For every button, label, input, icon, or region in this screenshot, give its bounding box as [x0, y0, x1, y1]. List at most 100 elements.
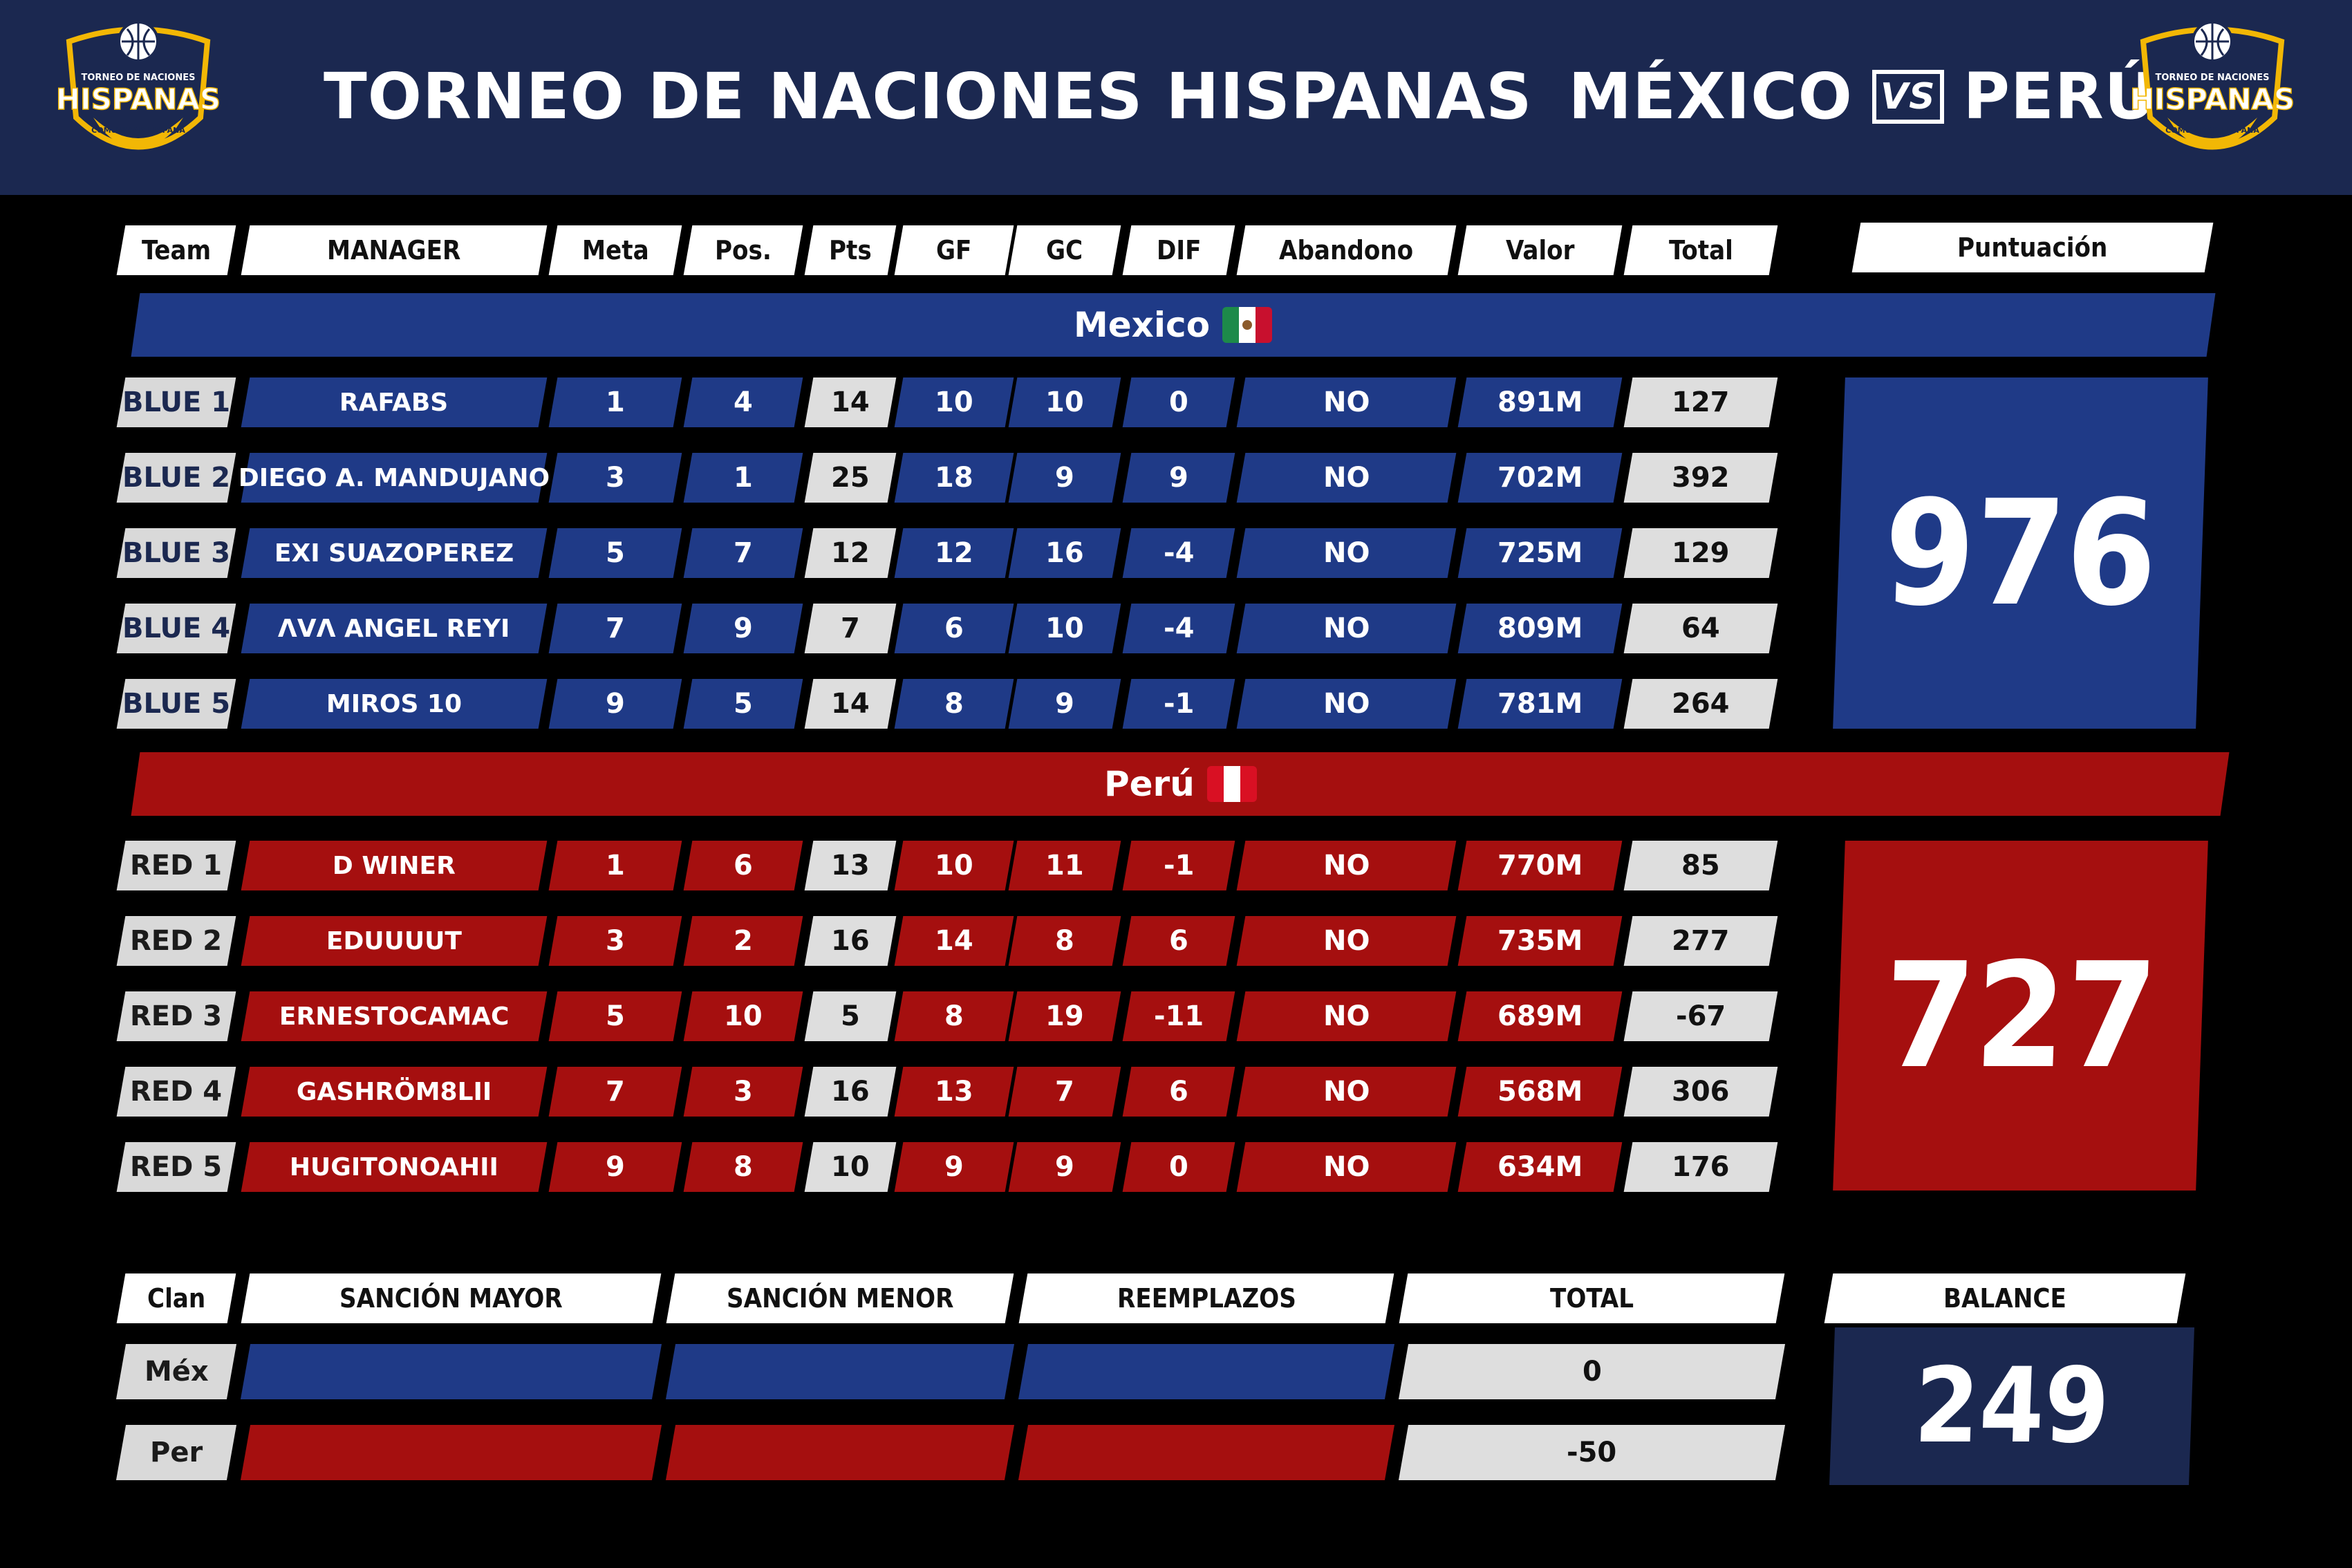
penalty-total: -50	[1398, 1425, 1786, 1480]
stat-dif-text: -1	[1163, 688, 1195, 720]
penalty-header-reemplazos-text: REEMPLAZOS	[1117, 1283, 1296, 1314]
column-header-team-text: Team	[141, 235, 212, 265]
stat-dif: -1	[1122, 679, 1235, 729]
stat-meta-text: 7	[606, 613, 625, 644]
stat-gf: 14	[894, 916, 1014, 966]
stat-pos-text: 6	[734, 850, 753, 881]
stat-gf-text: 8	[944, 688, 964, 720]
stat-dif: 0	[1122, 377, 1235, 427]
logo-ribbon-text: COMUNIDAD HISPANA	[91, 126, 185, 135]
stat-meta: 7	[548, 604, 682, 653]
column-header-meta: Meta	[548, 225, 682, 275]
manager-name: DIEGO A. MANDUJANO	[239, 453, 550, 503]
stat-valor: 725M	[1457, 528, 1623, 578]
stat-valor-text: 689M	[1497, 1000, 1583, 1032]
stat-gf-text: 10	[935, 386, 973, 418]
column-header-gc: GC	[1008, 225, 1121, 275]
stat-valor: 735M	[1457, 916, 1623, 966]
stat-valor: 702M	[1457, 453, 1623, 503]
stat-valor-text: 735M	[1497, 925, 1583, 957]
stat-dif: 6	[1122, 916, 1235, 966]
stat-total-text: 392	[1672, 462, 1730, 494]
stat-dif-text: -4	[1163, 537, 1195, 569]
stat-pos-text: 5	[734, 688, 753, 720]
stat-total: 306	[1623, 1067, 1778, 1117]
stat-pts-text: 5	[841, 1000, 860, 1032]
stat-team-text: BLUE 2	[122, 462, 231, 494]
vs-badge: VS	[1872, 70, 1944, 124]
column-header-manager-text: MANAGER	[327, 235, 461, 265]
stat-total-text: 176	[1672, 1151, 1730, 1183]
team-banner-mexico: Mexico	[131, 293, 2216, 357]
column-header-pts: Pts	[804, 225, 897, 275]
stat-abandono-text: NO	[1323, 1076, 1370, 1108]
stat-abandono: NO	[1236, 1067, 1457, 1117]
stat-valor: 891M	[1457, 377, 1623, 427]
penalty-clan: Per	[115, 1425, 237, 1480]
stat-dif-text: -4	[1163, 613, 1195, 644]
team-banner-peru: Perú	[131, 752, 2230, 816]
stat-total-text: 64	[1681, 613, 1720, 644]
column-header-valor: Valor	[1457, 225, 1623, 275]
stat-gf: 10	[894, 841, 1014, 890]
stat-team: BLUE 5	[116, 679, 236, 729]
stat-pos: 7	[683, 528, 803, 578]
manager-name: MIROS 10	[241, 679, 548, 729]
manager-name-text: EDUUUUT	[326, 926, 462, 955]
stat-valor: 770M	[1457, 841, 1623, 890]
column-header-gf-text: GF	[936, 235, 972, 265]
stat-team-text: RED 5	[130, 1151, 223, 1183]
stat-gc: 16	[1008, 528, 1121, 578]
penalty-header-total: TOTAL	[1399, 1273, 1785, 1323]
stat-gf: 10	[894, 377, 1014, 427]
stat-dif-text: -11	[1153, 1000, 1204, 1032]
stat-meta: 3	[548, 916, 682, 966]
column-header-pts-text: Pts	[829, 235, 872, 265]
stat-valor: 568M	[1457, 1067, 1623, 1117]
stat-meta-text: 1	[606, 386, 625, 418]
stat-gc: 8	[1008, 916, 1121, 966]
stat-pts: 10	[804, 1142, 897, 1192]
manager-name: EDUUUUT	[241, 916, 548, 966]
stat-pts-text: 7	[841, 613, 860, 644]
globe-lines	[122, 24, 155, 59]
stat-team: RED 2	[116, 916, 236, 966]
stat-gf: 6	[894, 604, 1014, 653]
stat-pts-text: 16	[831, 1076, 870, 1108]
stat-pts: 13	[804, 841, 897, 890]
penalty-clan: Méx	[115, 1344, 237, 1399]
stat-meta: 3	[548, 453, 682, 503]
stat-team-text: RED 1	[130, 850, 223, 881]
penalty-header-mayor: SANCIÓN MAYOR	[241, 1273, 662, 1323]
stat-gf-text: 9	[944, 1151, 964, 1183]
stat-pos-text: 4	[734, 386, 753, 418]
stat-gc-text: 7	[1055, 1076, 1074, 1108]
penalty-clan-text: Per	[149, 1437, 203, 1468]
stat-meta-text: 9	[606, 1151, 625, 1183]
stat-pos-text: 1	[734, 462, 753, 494]
page-title: TORNEO DE NACIONES HISPANAS MÉXICO VS PE…	[324, 55, 2156, 138]
stat-gf: 8	[894, 679, 1014, 729]
stat-pts-text: 14	[831, 386, 870, 418]
stat-pts: 25	[804, 453, 897, 503]
penalty-reemplazos	[1018, 1425, 1395, 1480]
stat-meta-text: 3	[606, 462, 625, 494]
stat-gf-text: 12	[935, 537, 973, 569]
column-header-manager: MANAGER	[241, 225, 548, 275]
stat-abandono-text: NO	[1323, 688, 1370, 720]
stat-abandono-text: NO	[1323, 462, 1370, 494]
stat-total-text: 277	[1672, 925, 1730, 957]
manager-name: ΛVΛ ANGEL REYI	[241, 604, 548, 653]
manager-name: D WINER	[241, 841, 548, 890]
stat-total: 64	[1623, 604, 1778, 653]
manager-name: HUGITONOAHII	[241, 1142, 548, 1192]
balance-value: 249	[1829, 1327, 2194, 1485]
stat-pts-text: 13	[831, 850, 870, 881]
penalty-clan-text: Méx	[144, 1356, 209, 1388]
stat-abandono: NO	[1236, 679, 1457, 729]
stat-team: RED 3	[116, 991, 236, 1041]
stat-abandono-text: NO	[1323, 1151, 1370, 1183]
manager-name-text: RAFABS	[339, 388, 449, 417]
stat-gf: 18	[894, 453, 1014, 503]
